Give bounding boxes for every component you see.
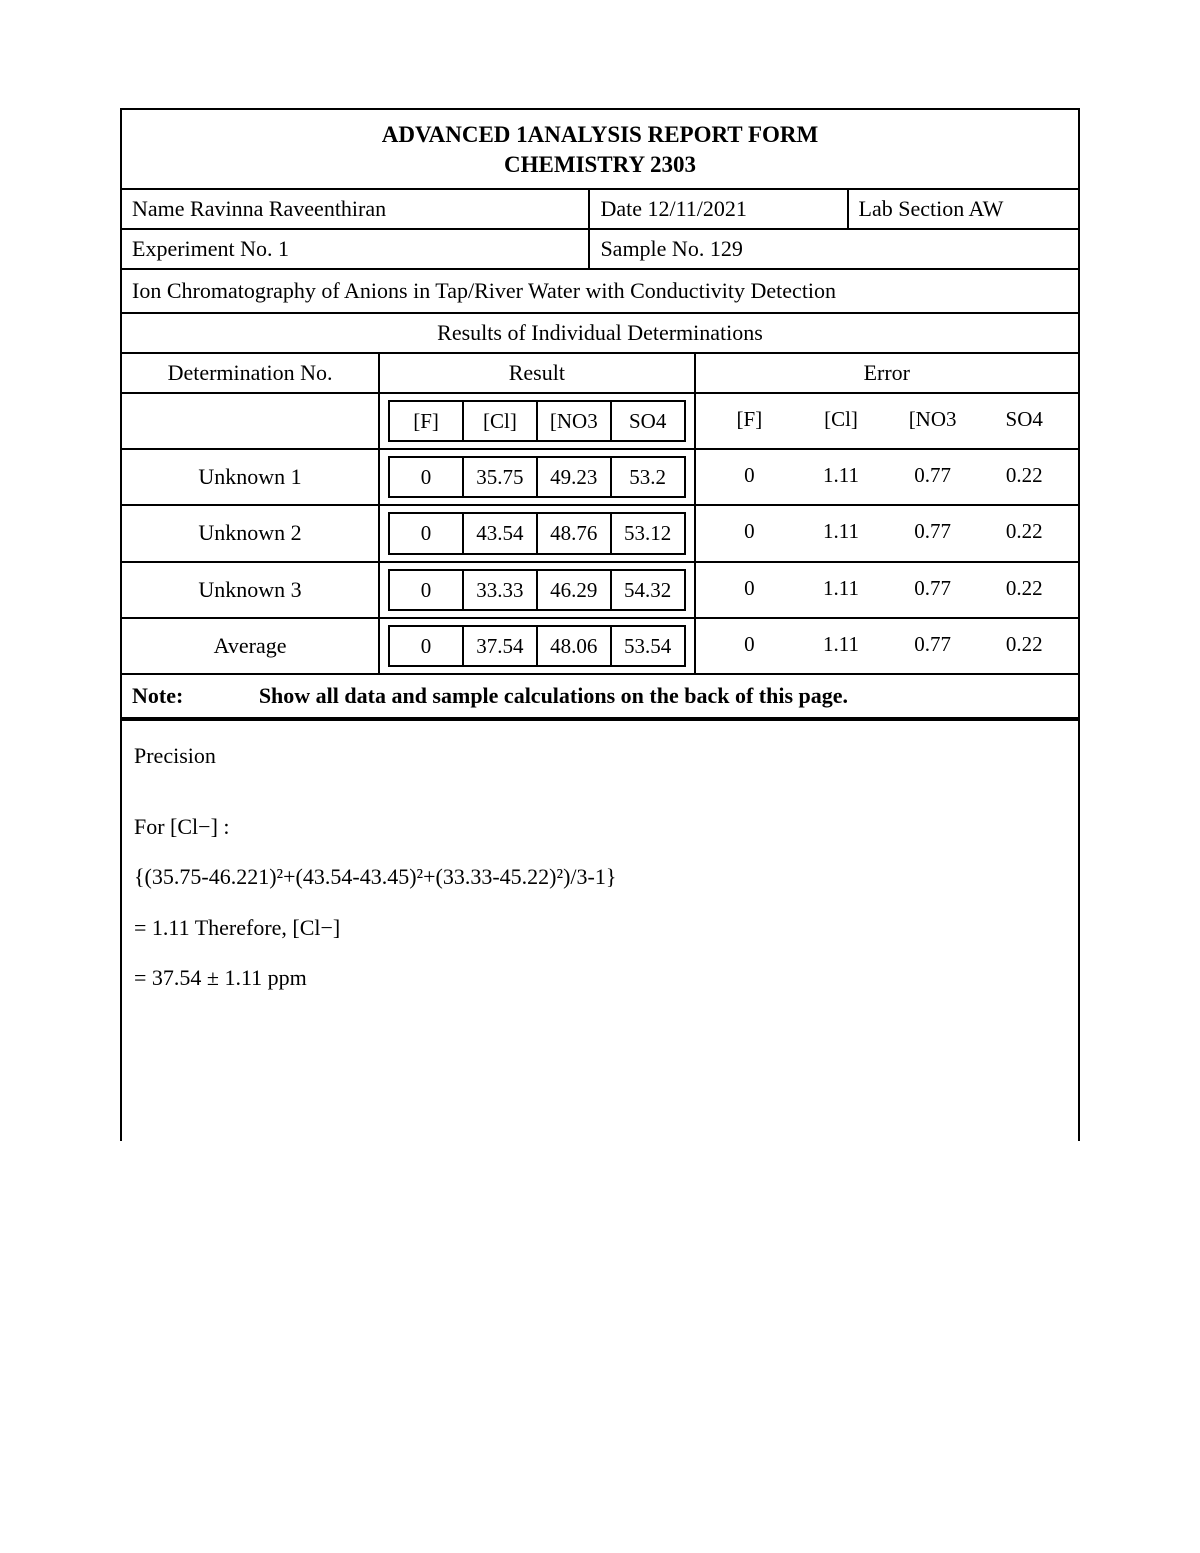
r1-cl: 35.75	[464, 458, 538, 496]
note-row: Note: Show all data and sample calculati…	[122, 675, 1078, 719]
title-line-1: ADVANCED 1ANALYSIS REPORT FORM	[130, 120, 1070, 150]
sample-field: Sample No. 129	[590, 230, 1078, 268]
form-title: ADVANCED 1ANALYSIS REPORT FORM CHEMISTRY…	[122, 110, 1078, 190]
note-label: Note:	[132, 683, 183, 708]
date-field: Date 12/11/2021	[590, 190, 848, 228]
column-headers: Determination No. Result Error	[122, 354, 1078, 394]
error-avg: 0 1.11 0.77 0.22	[696, 619, 1078, 673]
r3-f: 0	[390, 571, 464, 609]
error-cl: [Cl]	[795, 400, 887, 442]
experiment-description: Ion Chromatography of Anions in Tap/Rive…	[122, 270, 1078, 314]
ea-no3: 0.77	[887, 625, 979, 667]
lab-section-field: Lab Section AW	[849, 190, 1078, 228]
result-cl: [Cl]	[464, 402, 538, 440]
data-row-1: Unknown 1 0 35.75 49.23 53.2 0 1.11 0.77…	[122, 450, 1078, 506]
result-no3: [NO3	[538, 402, 612, 440]
e3-no3: 0.77	[887, 569, 979, 611]
error-so4: SO4	[978, 400, 1070, 442]
data-row-3: Unknown 3 0 33.33 46.29 54.32 0 1.11 0.7…	[122, 563, 1078, 619]
precision-section: Precision For [Cl−] : {(35.75-46.221)²+(…	[120, 721, 1080, 1141]
result-3: 0 33.33 46.29 54.32	[380, 563, 695, 617]
e1-f: 0	[704, 456, 796, 498]
e3-so4: 0.22	[978, 569, 1070, 611]
e2-so4: 0.22	[978, 512, 1070, 554]
note-text: Show all data and sample calculations on…	[259, 683, 848, 708]
info-row-2: Experiment No. 1 Sample No. 129	[122, 230, 1078, 270]
error-1: 0 1.11 0.77 0.22	[696, 450, 1078, 504]
ra-no3: 48.06	[538, 627, 612, 665]
r3-cl: 33.33	[464, 571, 538, 609]
header-error: Error	[696, 354, 1078, 392]
r1-so4: 53.2	[612, 458, 684, 496]
header-result: Result	[380, 354, 695, 392]
result-species: [F] [Cl] [NO3 SO4	[380, 394, 695, 448]
ea-cl: 1.11	[795, 625, 887, 667]
precision-result-1: = 1.11 Therefore, [Cl−]	[134, 903, 1066, 954]
result-1: 0 35.75 49.23 53.2	[380, 450, 695, 504]
result-f: [F]	[390, 402, 464, 440]
name-field: Name Ravinna Raveenthiran	[122, 190, 590, 228]
info-row-1: Name Ravinna Raveenthiran Date 12/11/202…	[122, 190, 1078, 230]
data-row-2: Unknown 2 0 43.54 48.76 53.12 0 1.11 0.7…	[122, 506, 1078, 562]
error-species: [F] [Cl] [NO3 SO4	[696, 394, 1078, 448]
r3-so4: 54.32	[612, 571, 684, 609]
header-determination: Determination No.	[122, 354, 380, 392]
e2-f: 0	[704, 512, 796, 554]
r3-no3: 46.29	[538, 571, 612, 609]
e2-no3: 0.77	[887, 512, 979, 554]
ra-f: 0	[390, 627, 464, 665]
precision-eq: {(35.75-46.221)²+(43.54-43.45)²+(33.33-4…	[134, 852, 1066, 903]
error-2: 0 1.11 0.77 0.22	[696, 506, 1078, 560]
ra-cl: 37.54	[464, 627, 538, 665]
r2-no3: 48.76	[538, 514, 612, 552]
det-1: Unknown 1	[122, 450, 380, 504]
results-header: Results of Individual Determinations	[122, 314, 1078, 354]
result-so4: SO4	[612, 402, 684, 440]
e2-cl: 1.11	[795, 512, 887, 554]
det-blank	[122, 394, 380, 448]
e1-cl: 1.11	[795, 456, 887, 498]
precision-for: For [Cl−] :	[134, 802, 1066, 853]
data-row-avg: Average 0 37.54 48.06 53.54 0 1.11 0.77 …	[122, 619, 1078, 675]
title-line-2: CHEMISTRY 2303	[130, 150, 1070, 180]
error-3: 0 1.11 0.77 0.22	[696, 563, 1078, 617]
e1-so4: 0.22	[978, 456, 1070, 498]
det-avg: Average	[122, 619, 380, 673]
result-avg: 0 37.54 48.06 53.54	[380, 619, 695, 673]
precision-result-2: = 37.54 ± 1.11 ppm	[134, 953, 1066, 1004]
error-f: [F]	[704, 400, 796, 442]
r1-no3: 49.23	[538, 458, 612, 496]
r2-cl: 43.54	[464, 514, 538, 552]
e3-cl: 1.11	[795, 569, 887, 611]
r2-f: 0	[390, 514, 464, 552]
result-2: 0 43.54 48.76 53.12	[380, 506, 695, 560]
ra-so4: 53.54	[612, 627, 684, 665]
ea-so4: 0.22	[978, 625, 1070, 667]
r2-so4: 53.12	[612, 514, 684, 552]
precision-title: Precision	[134, 731, 1066, 782]
det-2: Unknown 2	[122, 506, 380, 560]
error-no3: [NO3	[887, 400, 979, 442]
experiment-field: Experiment No. 1	[122, 230, 590, 268]
species-row: [F] [Cl] [NO3 SO4 [F] [Cl] [NO3 SO4	[122, 394, 1078, 450]
r1-f: 0	[390, 458, 464, 496]
report-form: ADVANCED 1ANALYSIS REPORT FORM CHEMISTRY…	[120, 108, 1080, 721]
ea-f: 0	[704, 625, 796, 667]
e1-no3: 0.77	[887, 456, 979, 498]
e3-f: 0	[704, 569, 796, 611]
det-3: Unknown 3	[122, 563, 380, 617]
